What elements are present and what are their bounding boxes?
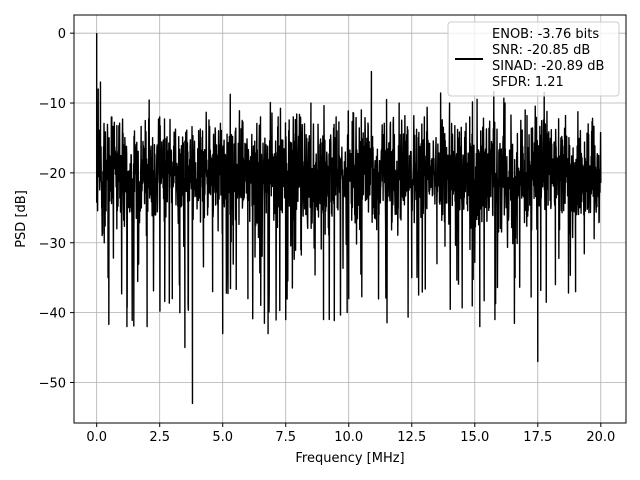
x-tick-label: 7.5 — [275, 430, 296, 445]
legend: ENOB: -3.76 bits SNR: -20.85 dB SINAD: -20… — [447, 21, 620, 97]
y-tick-label: 0 — [58, 27, 66, 42]
x-tick-label: 10.0 — [334, 430, 363, 445]
legend-label-line: SNR: -20.85 dB — [492, 43, 590, 58]
psd-series-line — [95, 33, 602, 405]
axis-ticks: 0.0 2.5 5.0 7.5 10.0 12.5 15.0 17.5 20.0 0 −10 −20 −… — [39, 27, 616, 445]
y-tick-label: −20 — [39, 167, 66, 182]
plot-frame — [73, 14, 627, 424]
legend-label-line: SFDR: 1.21 — [492, 75, 564, 90]
legend-label-line: ENOB: -3.76 bits — [492, 27, 599, 42]
x-tick-label: 2.5 — [149, 430, 170, 445]
x-tick-label: 15.0 — [460, 430, 489, 445]
legend-box — [447, 21, 620, 97]
y-tick-label: −50 — [39, 376, 66, 391]
y-axis-label: PSD [dB] — [14, 190, 29, 248]
x-axis-label: Frequency [MHz] — [295, 451, 404, 466]
x-tick-label: 5.0 — [212, 430, 233, 445]
y-tick-label: −10 — [39, 97, 66, 112]
y-tick-label: −30 — [39, 237, 66, 252]
psd-trace — [95, 33, 602, 405]
x-tick-label: 12.5 — [397, 430, 426, 445]
x-tick-label: 20.0 — [586, 430, 615, 445]
legend-label-line: SINAD: -20.89 dB — [492, 59, 604, 74]
x-tick-label: 0.0 — [86, 430, 107, 445]
x-tick-label: 17.5 — [523, 430, 552, 445]
y-tick-label: −40 — [39, 307, 66, 322]
legend-label: ENOB: -3.76 bits SNR: -20.85 dB SINAD: -20… — [492, 27, 604, 90]
